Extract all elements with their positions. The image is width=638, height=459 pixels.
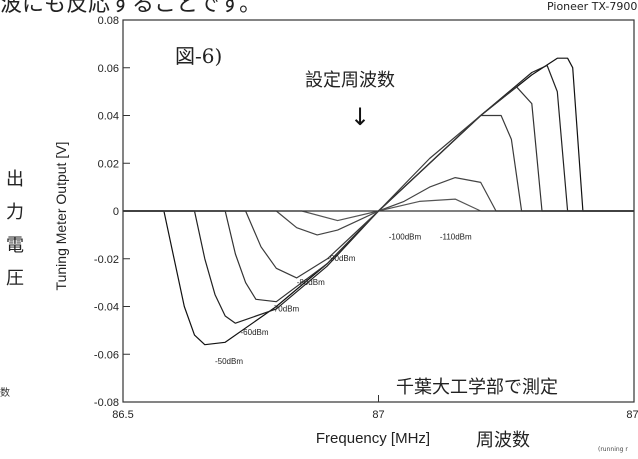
y-label-char-2: 力 bbox=[6, 202, 24, 223]
y-tick-label: 0 bbox=[113, 206, 119, 218]
measurement-note: 千葉大工学部で測定 bbox=[396, 377, 558, 398]
brand-label: Pioneer TX-7900 bbox=[547, 0, 638, 13]
japanese-y-label: 出 力 電 圧 bbox=[4, 163, 26, 295]
y-tick-label: -0.06 bbox=[94, 349, 119, 361]
y-tick-label: -0.04 bbox=[94, 302, 119, 314]
heading-fragment: 波にも反応することです。 bbox=[0, 0, 262, 17]
y-tick-label: -0.08 bbox=[94, 397, 119, 409]
y-tick-label: 0.02 bbox=[98, 158, 119, 170]
series-annotation: -110dBm bbox=[440, 233, 472, 242]
left-edge-text: 数 bbox=[0, 388, 10, 399]
series-annotation: -50dBm bbox=[215, 357, 243, 366]
y-label-char-4: 圧 bbox=[6, 268, 24, 289]
japanese-x-label: 周波数 bbox=[476, 430, 530, 451]
corner-text: (running r bbox=[598, 446, 628, 453]
x-tick-label: 86.5 bbox=[112, 409, 133, 421]
marker-arrow-icon: ↓ bbox=[350, 103, 370, 131]
series-line bbox=[123, 198, 634, 222]
figure-label: 図-6) bbox=[175, 44, 222, 68]
series-annotation: -60dBm bbox=[241, 328, 269, 337]
x-tick-label: 87. bbox=[626, 409, 638, 421]
x-axis-title: Frequency [MHz] bbox=[316, 430, 430, 447]
y-tick-label: 0.08 bbox=[98, 15, 119, 27]
x-tick-label: 87 bbox=[372, 409, 384, 421]
series-line bbox=[123, 64, 634, 324]
y-tick-label: 0.04 bbox=[98, 111, 119, 123]
series-line bbox=[123, 86, 634, 303]
series-line bbox=[123, 177, 634, 236]
y-tick-label: -0.02 bbox=[94, 254, 119, 266]
marker-label: 設定周波数 bbox=[305, 70, 395, 91]
y-label-char-1: 出 bbox=[6, 169, 24, 190]
series-line bbox=[123, 57, 634, 346]
series-annotation: -100dBm bbox=[389, 233, 422, 242]
y-label-char-3: 電 bbox=[6, 235, 24, 256]
y-tick-label: 0.06 bbox=[98, 63, 119, 75]
series-annotation: -90dBm bbox=[327, 254, 355, 263]
series-annotation: -70dBm bbox=[271, 304, 299, 313]
y-axis-title: Tuning Meter Output [V] bbox=[53, 142, 69, 291]
series-annotation: -80dBm bbox=[297, 278, 325, 287]
series-line bbox=[123, 114, 634, 279]
